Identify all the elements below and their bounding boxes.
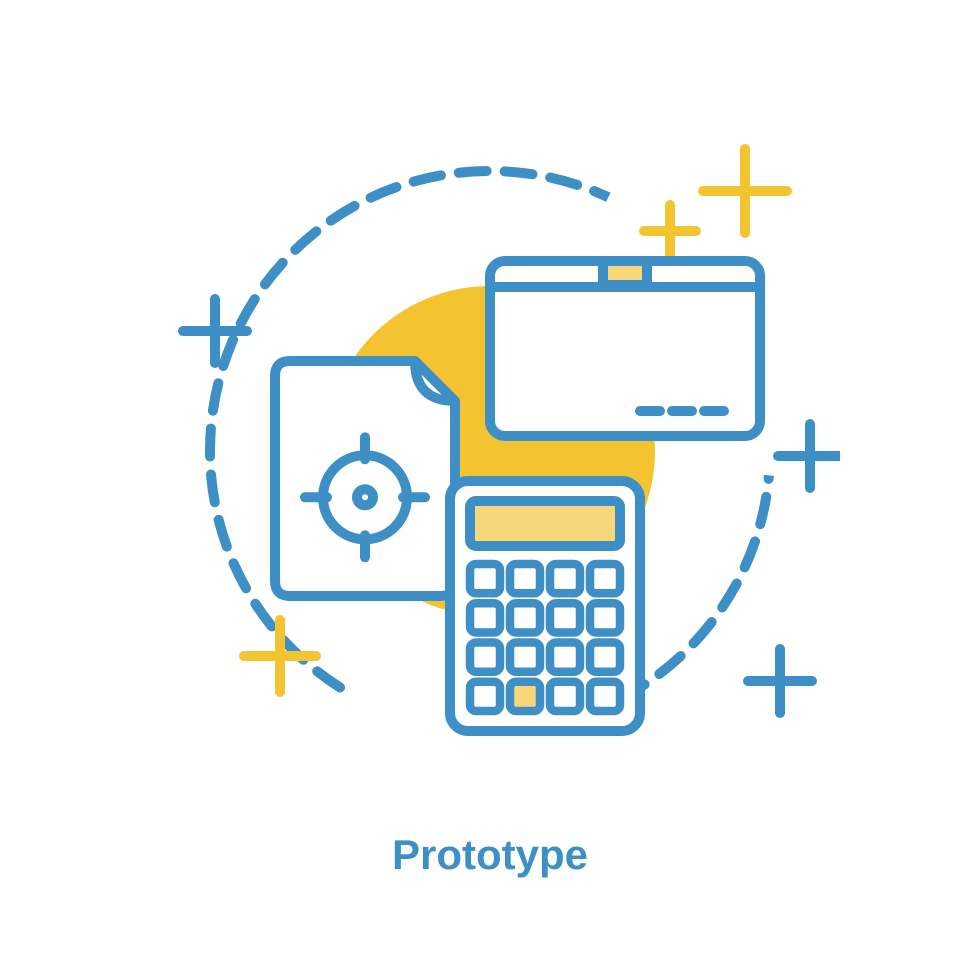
box-icon — [490, 261, 760, 436]
document-icon — [275, 361, 455, 596]
prototype-icon — [140, 101, 840, 801]
icon-label: Prototype — [392, 831, 588, 879]
calculator-icon — [450, 481, 640, 731]
